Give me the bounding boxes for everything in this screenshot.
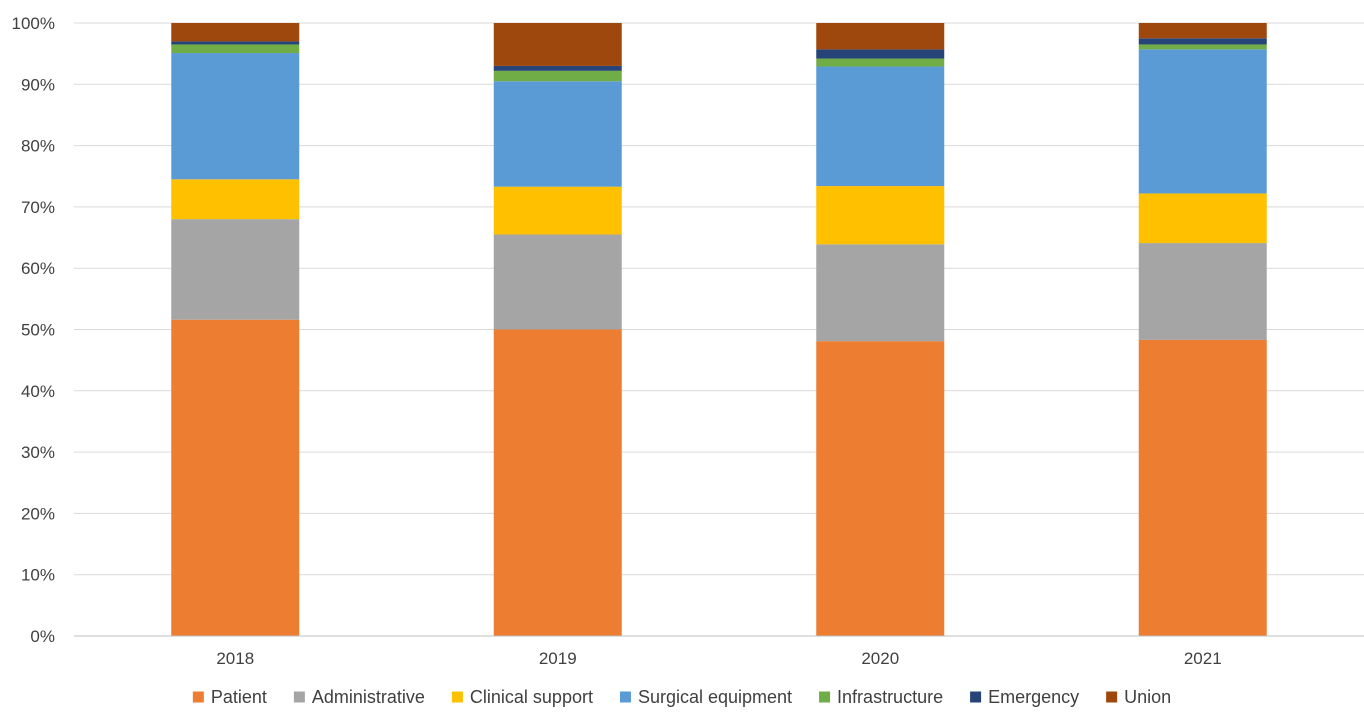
axes: 0% 10% 20% 30% 40% 50% 60% 70% 80% 90% 100% 2018 201…	[12, 14, 1364, 668]
legend-item-union: Union	[1106, 687, 1171, 707]
bar-segment-union	[493, 23, 622, 66]
legend-item-infrastructure: Infrastructure	[819, 687, 943, 707]
bar-segment-administrative	[816, 244, 945, 342]
bar-segment-emergency	[816, 49, 945, 59]
x-tick-label: 2021	[1184, 649, 1222, 668]
bar-segment-surgical-equipment	[1138, 49, 1267, 194]
legend: Patient Administrative Clinical support Sur…	[192, 687, 1171, 707]
legend-swatch	[970, 691, 982, 703]
legend-label: Union	[1124, 687, 1171, 707]
bar-segment-infrastructure	[816, 58, 945, 67]
legend-label: Administrative	[312, 687, 425, 707]
legend-label: Clinical support	[470, 687, 593, 707]
legend-label: Infrastructure	[837, 687, 943, 707]
y-tick-label: 50%	[21, 321, 55, 340]
legend-item-administrative: Administrative	[293, 687, 425, 707]
bars	[171, 23, 1267, 636]
bar-segment-patient	[493, 329, 622, 636]
bar-segment-administrative	[493, 234, 622, 330]
legend-swatch	[1106, 691, 1118, 703]
x-tick-label: 2020	[861, 649, 899, 668]
bar-segment-surgical-equipment	[171, 53, 300, 180]
bar-segment-administrative	[171, 219, 300, 320]
bar-segment-clinical-support	[816, 186, 945, 245]
y-tick-label: 80%	[21, 137, 55, 156]
bar-segment-infrastructure	[171, 44, 300, 54]
y-tick-label: 60%	[21, 259, 55, 278]
bar-segment-patient	[816, 341, 945, 636]
y-tick-label: 100%	[12, 14, 55, 33]
legend-item-clinical-support: Clinical support	[451, 687, 593, 707]
y-tick-label: 0%	[30, 627, 55, 646]
bar-segment-emergency	[1138, 38, 1267, 45]
y-tick-label: 30%	[21, 443, 55, 462]
bar-segment-infrastructure	[1138, 44, 1267, 50]
bar-segment-union	[816, 23, 945, 50]
bar-segment-union	[171, 23, 300, 42]
bar-segment-clinical-support	[493, 186, 622, 235]
legend-swatch	[192, 691, 204, 703]
bar-segment-infrastructure	[493, 70, 622, 82]
legend-item-surgical-equipment: Surgical equipment	[619, 687, 792, 707]
bar-segment-surgical-equipment	[816, 66, 945, 187]
legend-item-patient: Patient	[192, 687, 267, 707]
legend-swatch	[619, 691, 631, 703]
x-tick-label: 2018	[216, 649, 254, 668]
legend-swatch	[819, 691, 831, 703]
legend-swatch	[451, 691, 463, 703]
bar-segment-surgical-equipment	[493, 81, 622, 187]
x-tick-label: 2019	[539, 649, 577, 668]
y-tick-label: 70%	[21, 198, 55, 217]
legend-label: Emergency	[988, 687, 1079, 707]
y-tick-label: 40%	[21, 382, 55, 401]
y-tick-label: 20%	[21, 504, 55, 523]
bar-segment-emergency	[171, 41, 300, 45]
bar-segment-emergency	[493, 65, 622, 71]
y-tick-label: 10%	[21, 566, 55, 585]
bar-segment-clinical-support	[1138, 193, 1267, 244]
bar-segment-union	[1138, 23, 1267, 39]
y-tick-label: 90%	[21, 75, 55, 94]
legend-label: Surgical equipment	[638, 687, 792, 707]
bar-segment-patient	[1138, 339, 1267, 636]
legend-item-emergency: Emergency	[970, 687, 1079, 707]
bar-segment-administrative	[1138, 243, 1267, 340]
legend-swatch	[293, 691, 305, 703]
legend-label: Patient	[211, 687, 267, 707]
bar-segment-clinical-support	[171, 179, 300, 220]
bar-segment-patient	[171, 319, 300, 636]
